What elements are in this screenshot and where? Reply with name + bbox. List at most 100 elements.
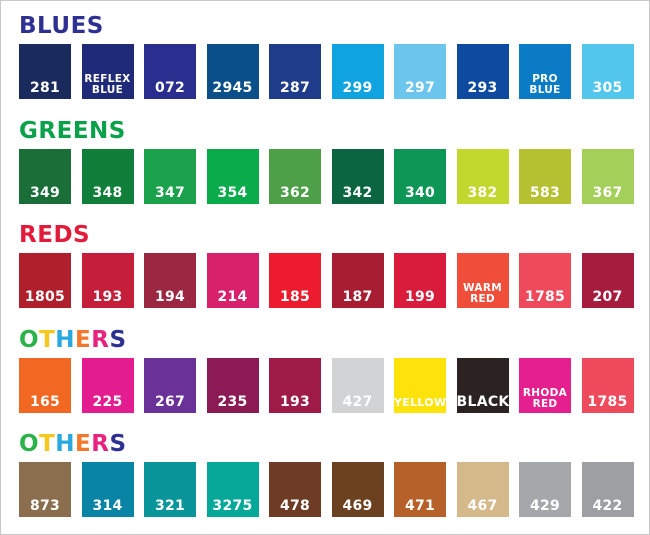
swatch-label: 235 — [217, 393, 248, 410]
color-swatch: RHODA RED — [519, 357, 571, 413]
color-swatch: REFLEX BLUE — [81, 44, 134, 99]
swatch-label: 321 — [154, 498, 186, 514]
color-swatch: 583 — [519, 148, 571, 204]
swatch-label: 478 — [279, 498, 311, 514]
swatch-label: 422 — [592, 498, 623, 514]
swatch-label: 429 — [529, 498, 561, 514]
color-swatch: 349 — [19, 148, 71, 204]
section-title: REDS — [19, 222, 91, 248]
color-swatch: 193 — [81, 253, 134, 308]
swatch-label: 467 — [467, 498, 498, 514]
section-title: BLUES — [19, 13, 104, 39]
swatch-label: 348 — [92, 184, 123, 201]
section-title: OTHERS — [19, 431, 127, 457]
color-swatch: YELLOW — [394, 357, 447, 413]
color-swatch: 478 — [269, 462, 321, 517]
swatch-label: 1785 — [587, 393, 628, 410]
color-swatch: 187 — [331, 253, 384, 308]
swatch-label: BLACK — [456, 393, 510, 410]
swatch-label: 072 — [154, 80, 186, 96]
color-swatch: 165 — [19, 357, 71, 413]
swatch-label: 1785 — [524, 289, 566, 305]
color-swatch: 367 — [581, 148, 634, 204]
color-swatch: 193 — [269, 357, 321, 413]
color-swatch: 299 — [331, 44, 384, 99]
color-swatch: 422 — [581, 462, 634, 517]
swatch-label: 342 — [342, 184, 373, 201]
swatch-label: 427 — [342, 393, 373, 410]
swatch-label: 471 — [404, 498, 436, 514]
swatch-label: 362 — [279, 184, 311, 201]
color-swatch: 225 — [81, 357, 134, 413]
color-swatch: 347 — [144, 148, 196, 204]
color-swatch: 287 — [269, 44, 321, 99]
swatch-label: 340 — [404, 184, 436, 201]
swatch-label: 207 — [592, 289, 623, 305]
color-swatch: 194 — [144, 253, 196, 308]
swatch-label: 3275 — [212, 498, 253, 514]
color-swatch: BLACK — [456, 357, 510, 413]
swatch-label: 1805 — [24, 289, 66, 305]
swatch-label: 873 — [29, 498, 61, 514]
swatch-label: 354 — [217, 184, 248, 201]
color-swatch: 321 — [144, 462, 196, 517]
color-swatch: 429 — [519, 462, 571, 517]
color-swatch: PRO BLUE — [519, 44, 571, 99]
color-swatch: 348 — [81, 148, 134, 204]
color-swatch: 214 — [206, 253, 259, 308]
swatch-label: 299 — [342, 80, 373, 96]
color-swatch: 873 — [19, 462, 71, 517]
color-swatch: 305 — [581, 44, 634, 99]
color-swatch: 2945 — [206, 44, 259, 99]
swatch-label: 281 — [29, 80, 61, 96]
swatch-label: 297 — [404, 80, 436, 96]
swatch-label: 347 — [154, 184, 186, 201]
color-swatch: 471 — [394, 462, 446, 517]
color-swatch: 340 — [394, 148, 446, 204]
swatch-label: 187 — [342, 289, 373, 305]
swatch-label: 199 — [404, 289, 436, 305]
color-swatch: 427 — [331, 357, 384, 413]
swatch-label: 193 — [92, 289, 123, 305]
color-swatch: 362 — [269, 148, 321, 204]
swatch-label: REFLEX BLUE — [84, 73, 131, 96]
color-swatch: 293 — [456, 44, 509, 99]
swatch-label: 382 — [467, 184, 498, 201]
swatch-label: 367 — [592, 184, 623, 201]
color-swatch: WARM RED — [456, 253, 509, 308]
color-swatch: 297 — [394, 44, 446, 99]
color-swatch: 467 — [456, 462, 509, 517]
color-swatch: 235 — [206, 357, 259, 413]
color-swatch: 199 — [394, 253, 446, 308]
color-swatch: 342 — [331, 148, 384, 204]
swatch-label: 293 — [467, 80, 498, 96]
swatch-label: 193 — [279, 393, 311, 410]
color-swatch: 382 — [456, 148, 509, 204]
swatch-label: 214 — [217, 289, 248, 305]
section-title: OTHERS — [19, 326, 127, 353]
color-swatch: 1785 — [519, 253, 571, 308]
swatch-label: 287 — [279, 80, 311, 96]
swatch-label: YELLOW — [394, 395, 447, 409]
swatch-label: RHODA RED — [522, 386, 568, 410]
color-swatch: 185 — [269, 253, 321, 308]
color-swatch: 267 — [144, 357, 196, 413]
swatch-label: 583 — [529, 184, 561, 201]
swatch-label: 314 — [92, 498, 123, 514]
swatch-label: 267 — [154, 393, 186, 410]
color-swatch: 1805 — [19, 253, 71, 308]
color-swatch: 1785 — [581, 357, 634, 413]
swatch-label: 349 — [29, 184, 61, 201]
swatch-label: 185 — [279, 289, 311, 305]
swatch-label: PRO BLUE — [529, 73, 561, 96]
color-swatch: 3275 — [206, 462, 259, 517]
swatch-label: 469 — [342, 498, 373, 514]
swatch-label: 225 — [92, 393, 123, 410]
color-swatch: 207 — [581, 253, 634, 308]
color-swatch: 469 — [331, 462, 384, 517]
section-title: GREENS — [19, 117, 126, 144]
color-swatch: 314 — [81, 462, 134, 517]
swatch-label: 165 — [29, 393, 61, 410]
swatch-label: 2945 — [212, 80, 253, 96]
color-swatch: 072 — [144, 44, 196, 99]
